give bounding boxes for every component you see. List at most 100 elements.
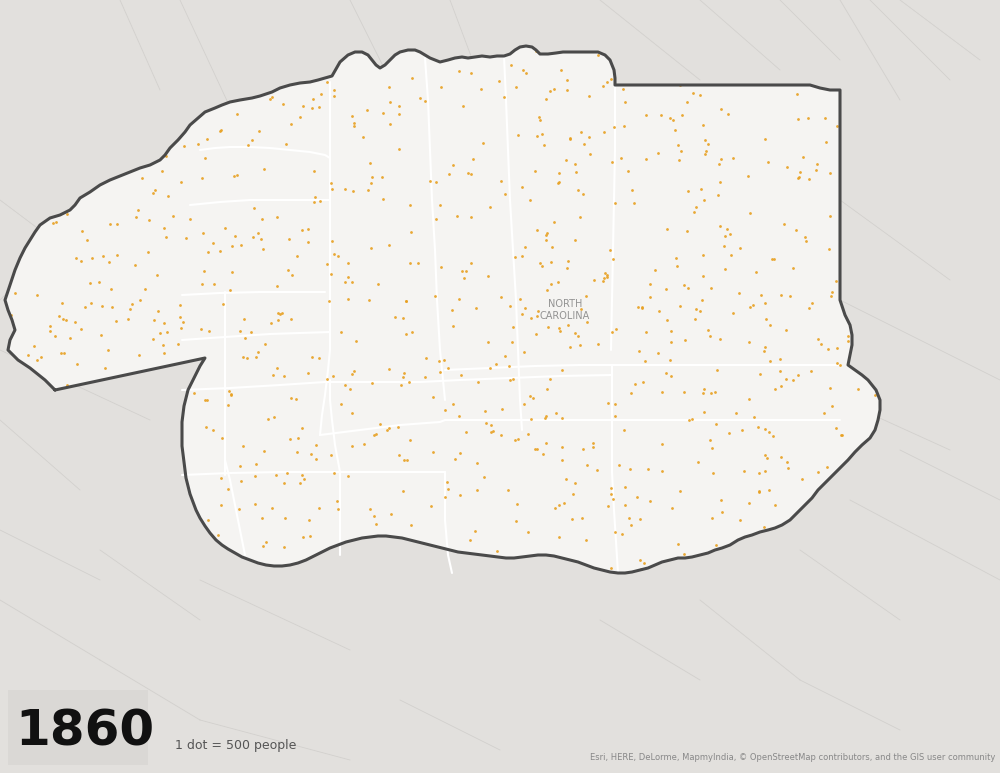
Point (418, 352, 434, 364)
Point (264, 91, 280, 104)
Point (325, 369, 341, 382)
Point (348, 335, 364, 347)
Point (547, 502, 563, 515)
Point (381, 238, 397, 250)
Point (281, 233, 297, 245)
Point (801, 301, 817, 314)
Point (559, 84, 575, 97)
Point (458, 425, 474, 438)
Point (483, 426, 499, 438)
Point (558, 473, 574, 485)
Point (250, 346, 266, 359)
Point (751, 486, 767, 499)
Point (452, 447, 468, 459)
Point (355, 131, 371, 144)
Point (522, 390, 538, 403)
Point (276, 540, 292, 553)
Text: 1860: 1860 (15, 707, 154, 755)
Point (813, 338, 829, 350)
Point (321, 295, 337, 308)
Point (423, 500, 439, 512)
Point (101, 256, 117, 268)
Point (632, 512, 648, 525)
Point (508, 81, 524, 94)
Point (621, 512, 637, 524)
Point (97, 362, 113, 374)
Point (478, 417, 494, 429)
Point (822, 382, 838, 394)
Point (590, 49, 606, 61)
Point (527, 165, 543, 177)
Point (205, 237, 221, 249)
Point (445, 320, 461, 332)
Point (224, 240, 240, 252)
Point (128, 211, 144, 223)
Point (493, 175, 509, 187)
Point (263, 316, 279, 329)
Point (671, 154, 687, 166)
Point (647, 264, 663, 277)
Point (42, 325, 58, 338)
Point (829, 357, 845, 369)
Point (240, 139, 256, 152)
Point (562, 131, 578, 144)
Point (539, 227, 555, 240)
Point (245, 231, 261, 243)
Point (687, 312, 703, 325)
Point (269, 362, 285, 374)
Point (713, 493, 729, 506)
Point (507, 251, 523, 264)
Point (824, 400, 840, 412)
Point (134, 172, 150, 184)
Point (548, 407, 564, 419)
Point (650, 347, 666, 359)
Point (556, 497, 572, 509)
Point (654, 438, 670, 450)
Point (713, 103, 729, 115)
Point (517, 301, 533, 314)
Point (600, 500, 616, 512)
Point (740, 170, 756, 182)
Point (226, 170, 242, 182)
Point (562, 341, 578, 353)
Point (375, 107, 391, 119)
Point (669, 260, 685, 272)
Point (381, 422, 397, 434)
Point (469, 484, 485, 496)
Point (822, 210, 838, 223)
Point (532, 257, 548, 269)
Point (502, 374, 518, 386)
Point (821, 243, 837, 256)
Point (757, 465, 773, 477)
Point (599, 271, 615, 283)
Point (773, 380, 789, 393)
Point (638, 153, 654, 165)
Point (516, 397, 532, 410)
Point (381, 81, 397, 94)
Point (231, 503, 247, 516)
Point (534, 128, 550, 140)
Point (176, 141, 192, 153)
Point (7, 287, 23, 299)
Point (538, 410, 554, 422)
Point (213, 499, 229, 511)
Point (137, 283, 153, 295)
Point (79, 233, 95, 246)
Point (662, 354, 678, 366)
Point (672, 79, 688, 91)
Point (818, 135, 834, 148)
Point (523, 413, 539, 425)
Point (752, 368, 768, 380)
Point (425, 391, 441, 404)
Point (476, 471, 492, 483)
Point (608, 322, 624, 335)
Point (244, 133, 260, 145)
Point (425, 446, 441, 458)
Point (375, 193, 391, 206)
Point (178, 232, 194, 244)
Point (559, 74, 575, 87)
Point (574, 512, 590, 524)
Point (165, 210, 181, 223)
Point (809, 158, 825, 171)
Point (401, 376, 417, 388)
